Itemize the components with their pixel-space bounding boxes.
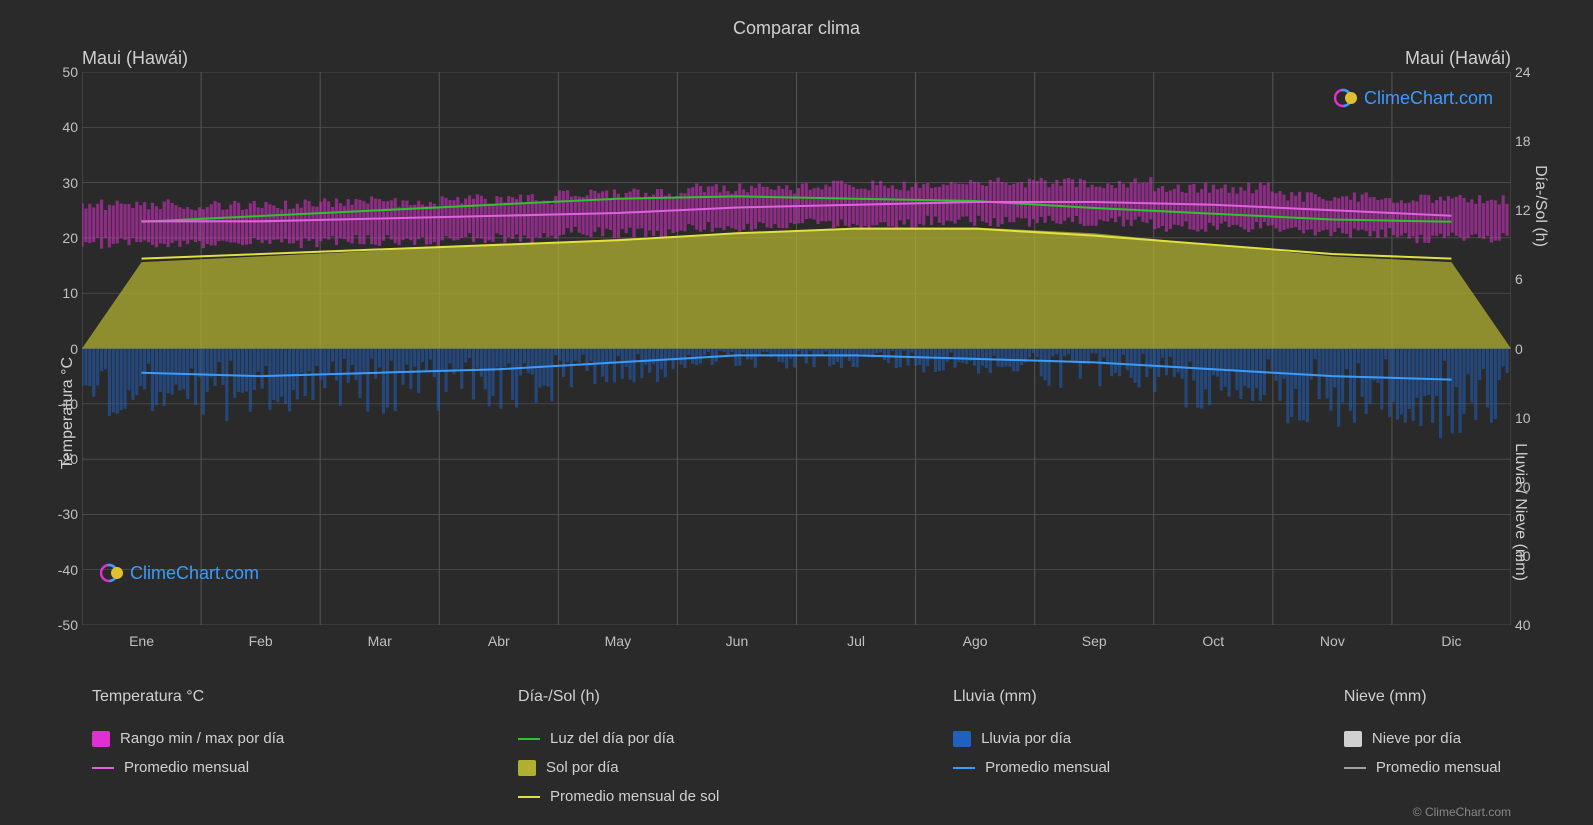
x-tick: Jul	[847, 633, 865, 649]
legend-item: Rango min / max por día	[92, 730, 284, 747]
y-tick-left: -50	[50, 617, 78, 633]
y-tick-right: 30	[1515, 548, 1543, 564]
y-tick-left: 30	[50, 175, 78, 191]
y-tick-left: -10	[50, 396, 78, 412]
legend-swatch	[92, 731, 110, 747]
legend-swatch	[92, 767, 114, 769]
y-tick-left: 50	[50, 64, 78, 80]
y-tick-right: 40	[1515, 617, 1543, 633]
legend-header: Nieve (mm)	[1344, 688, 1501, 706]
y-tick-left: 20	[50, 230, 78, 246]
x-tick: Dic	[1441, 633, 1461, 649]
y-tick-left: -20	[50, 451, 78, 467]
logo-icon	[100, 561, 124, 585]
legend-item: Promedio mensual	[92, 759, 284, 776]
plot-svg	[82, 72, 1511, 625]
legend-label: Lluvia por día	[981, 730, 1071, 747]
x-tick: Sep	[1082, 633, 1107, 649]
legend-swatch	[953, 731, 971, 747]
legend-item: Nieve por día	[1344, 730, 1501, 747]
location-label-right: Maui (Hawái)	[1405, 48, 1511, 69]
legend-label: Promedio mensual	[985, 759, 1110, 776]
y-tick-right: 12	[1515, 202, 1543, 218]
x-tick: Mar	[368, 633, 392, 649]
chart-title: Comparar clima	[0, 0, 1593, 39]
location-label-left: Maui (Hawái)	[82, 48, 188, 69]
legend-column: Nieve (mm) Nieve por día Promedio mensual	[1344, 688, 1501, 805]
y-tick-right: 0	[1515, 341, 1543, 357]
x-tick: May	[605, 633, 631, 649]
y-tick-left: -30	[50, 506, 78, 522]
legend-column: Lluvia (mm) Lluvia por día Promedio mensua…	[953, 688, 1110, 805]
x-tick: Abr	[488, 633, 510, 649]
legend-column: Día-/Sol (h) Luz del día por día Sol por d…	[518, 688, 719, 805]
y-tick-right: 10	[1515, 410, 1543, 426]
legend-label: Nieve por día	[1372, 730, 1461, 747]
legend-label: Promedio mensual de sol	[550, 788, 719, 805]
legend-header: Lluvia (mm)	[953, 688, 1110, 706]
legend-header: Temperatura °C	[92, 688, 284, 706]
legend-swatch	[518, 796, 540, 798]
legend-swatch	[1344, 767, 1366, 769]
legend-item: Luz del día por día	[518, 730, 719, 747]
y-tick-left: -40	[50, 562, 78, 578]
legend-label: Promedio mensual	[124, 759, 249, 776]
y-tick-right: 20	[1515, 479, 1543, 495]
brand-logo-top: ClimeChart.com	[1334, 86, 1493, 110]
brand-logo-bottom: ClimeChart.com	[100, 561, 259, 585]
y-tick-left: 40	[50, 119, 78, 135]
brand-text: ClimeChart.com	[130, 563, 259, 584]
legend-swatch	[518, 760, 536, 776]
x-tick: Ago	[963, 633, 988, 649]
legend-item: Promedio mensual de sol	[518, 788, 719, 805]
y-tick-right: 18	[1515, 133, 1543, 149]
y-tick-left: 0	[50, 341, 78, 357]
legend-item: Promedio mensual	[1344, 759, 1501, 776]
legend-label: Promedio mensual	[1376, 759, 1501, 776]
legend-swatch	[953, 767, 975, 769]
legend-item: Lluvia por día	[953, 730, 1110, 747]
legend-header: Día-/Sol (h)	[518, 688, 719, 706]
x-tick: Jun	[726, 633, 749, 649]
legend: Temperatura °C Rango min / max por día Pro…	[82, 688, 1511, 805]
y-tick-right: 6	[1515, 271, 1543, 287]
x-tick: Nov	[1320, 633, 1345, 649]
legend-swatch	[1344, 731, 1362, 747]
y-tick-right: 24	[1515, 64, 1543, 80]
plot-area	[82, 72, 1511, 625]
x-tick: Oct	[1202, 633, 1224, 649]
legend-item: Promedio mensual	[953, 759, 1110, 776]
brand-text: ClimeChart.com	[1364, 88, 1493, 109]
legend-item: Sol por día	[518, 759, 719, 776]
copyright: © ClimeChart.com	[1413, 805, 1511, 819]
legend-label: Rango min / max por día	[120, 730, 284, 747]
legend-label: Sol por día	[546, 759, 619, 776]
legend-swatch	[518, 738, 540, 740]
logo-icon	[1334, 86, 1358, 110]
y-tick-left: 10	[50, 285, 78, 301]
legend-label: Luz del día por día	[550, 730, 674, 747]
x-tick: Feb	[249, 633, 273, 649]
legend-column: Temperatura °C Rango min / max por día Pro…	[92, 688, 284, 805]
x-tick: Ene	[129, 633, 154, 649]
